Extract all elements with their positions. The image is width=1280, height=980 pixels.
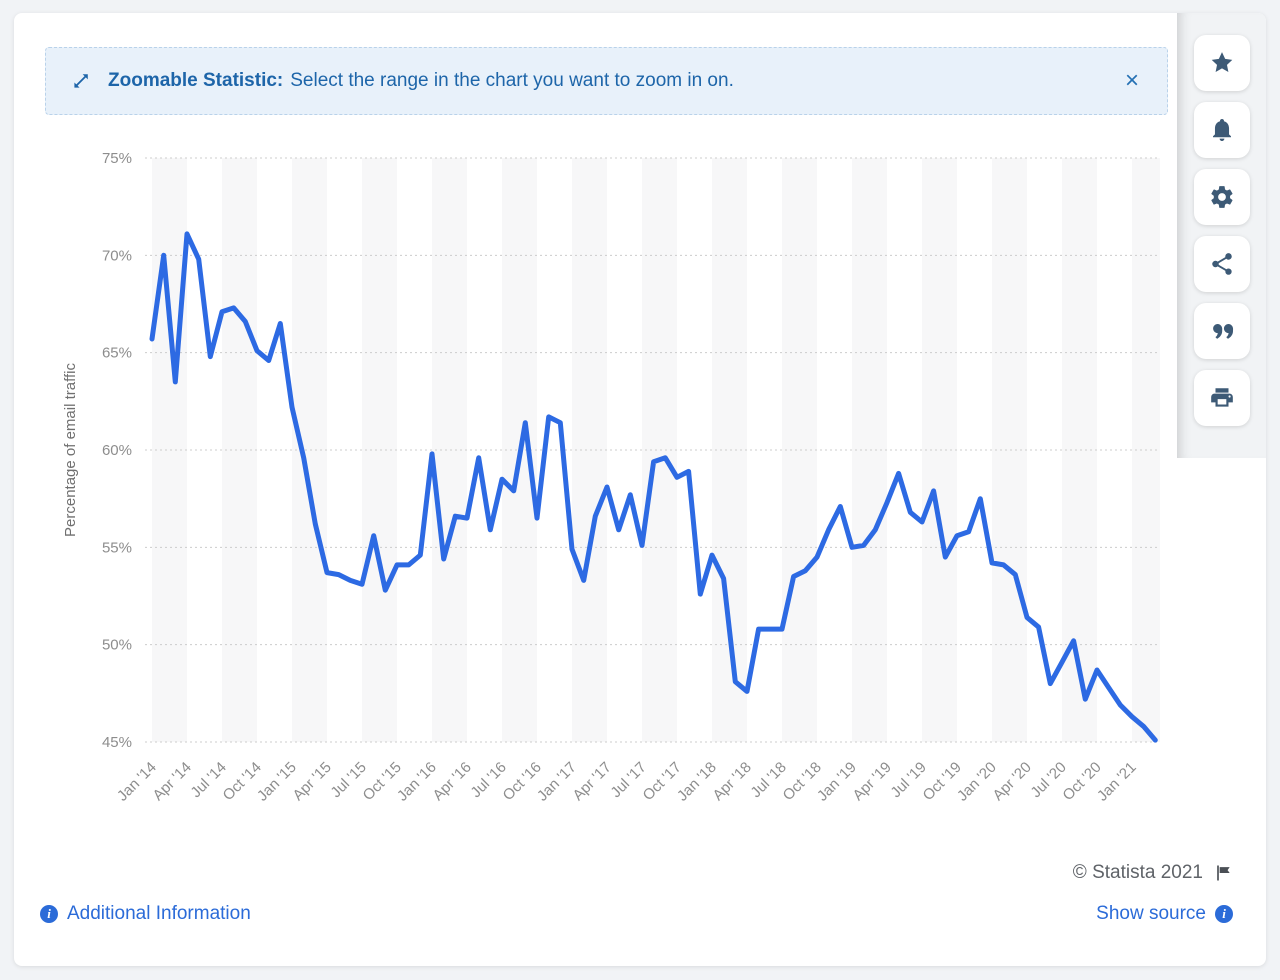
y-axis-title: Percentage of email traffic <box>62 363 79 537</box>
show-source-link[interactable]: Show source i <box>1096 903 1233 925</box>
additional-information-link[interactable]: i Additional Information <box>40 903 251 925</box>
sidebar-button-quote[interactable] <box>1193 303 1250 359</box>
star-icon <box>1211 52 1232 72</box>
svg-text:Apr '15: Apr '15 <box>290 759 335 804</box>
copyright-text: © Statista 2021 <box>1072 862 1203 883</box>
line-chart[interactable]: 45% 50% 55% 60% 65% 70% 75% Jan '14 Apr '14 Jul '… <box>14 140 1164 840</box>
printer-icon <box>1210 388 1233 407</box>
info-icon: i <box>40 905 58 923</box>
additional-information-label: Additional Information <box>67 903 251 924</box>
zoom-expand-icon <box>74 74 88 88</box>
bell-icon <box>1212 118 1231 142</box>
svg-text:Apr '16: Apr '16 <box>430 759 475 804</box>
svg-text:Apr '20: Apr '20 <box>990 759 1035 804</box>
sidebar-button-star[interactable] <box>1193 35 1250 91</box>
spam-share-line[interactable] <box>149 231 1158 743</box>
svg-text:Apr '14: Apr '14 <box>150 759 195 804</box>
quote-icon <box>1212 323 1233 339</box>
gear-icon <box>1210 186 1232 208</box>
svg-text:50%: 50% <box>102 637 132 654</box>
banner-bold-label: Zoomable Statistic: <box>108 70 284 91</box>
svg-text:Apr '18: Apr '18 <box>710 759 755 804</box>
share-icon <box>1211 253 1232 275</box>
svg-text:45%: 45% <box>102 734 132 751</box>
svg-text:Jan '18: Jan '18 <box>674 759 720 805</box>
svg-text:70%: 70% <box>102 247 132 264</box>
sidebar-button-share[interactable] <box>1193 236 1250 292</box>
svg-text:75%: 75% <box>102 150 132 167</box>
svg-text:Jan '17: Jan '17 <box>534 759 580 805</box>
svg-text:Jan '21: Jan '21 <box>1094 759 1140 805</box>
svg-text:55%: 55% <box>102 539 132 556</box>
copyright: © Statista 2021 <box>1073 862 1233 884</box>
svg-text:Apr '19: Apr '19 <box>850 759 895 804</box>
sidebar-button-bell[interactable] <box>1193 102 1250 158</box>
info-icon: i <box>1215 905 1233 923</box>
svg-text:Jan '15: Jan '15 <box>254 759 300 805</box>
svg-text:Jan '16: Jan '16 <box>394 759 440 805</box>
banner-close-button[interactable]: × <box>1121 69 1143 93</box>
action-rail <box>1177 13 1266 458</box>
flag-icon <box>1217 865 1230 881</box>
svg-text:Apr '17: Apr '17 <box>570 759 615 804</box>
svg-text:60%: 60% <box>102 442 132 459</box>
banner-message: Select the range in the chart you want t… <box>290 70 734 91</box>
svg-text:Jan '20: Jan '20 <box>954 759 1000 805</box>
y-axis-labels: 45% 50% 55% 60% 65% 70% 75% <box>102 150 132 751</box>
statistic-card: Zoomable Statistic: Select the range in … <box>14 13 1266 966</box>
sidebar-button-gear[interactable] <box>1193 169 1250 225</box>
zoomable-statistic-banner: Zoomable Statistic: Select the range in … <box>45 47 1168 115</box>
sidebar-button-printer[interactable] <box>1193 370 1250 426</box>
show-source-label: Show source <box>1096 903 1206 924</box>
svg-text:Jan '14: Jan '14 <box>114 759 160 805</box>
svg-text:Jan '19: Jan '19 <box>814 759 860 805</box>
svg-text:65%: 65% <box>102 345 132 362</box>
